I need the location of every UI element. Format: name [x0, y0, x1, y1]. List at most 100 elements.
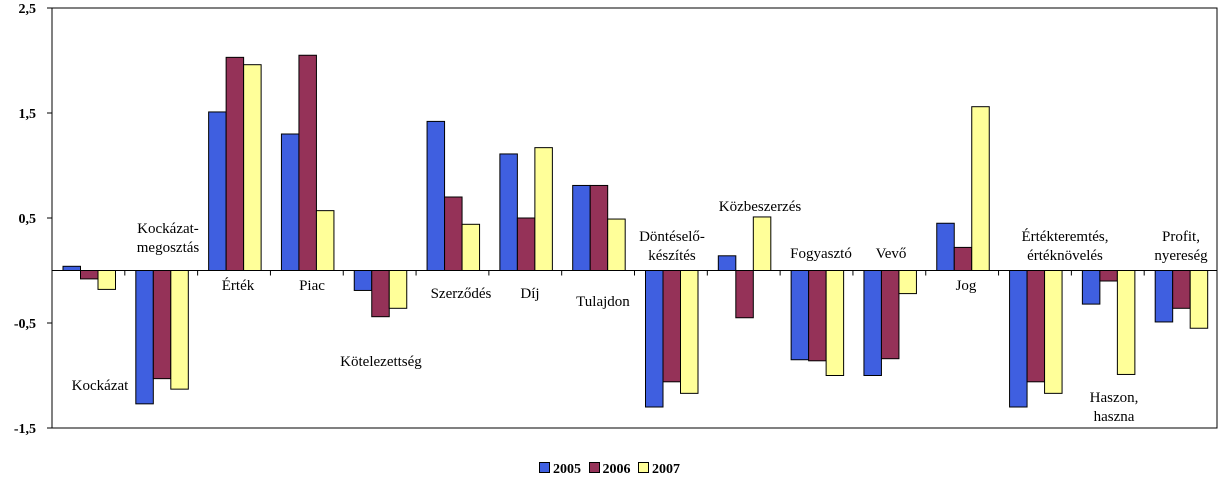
bar-2005: [499, 153, 518, 271]
bar-2006: [152, 270, 172, 380]
category-label: Szerződés: [431, 286, 492, 302]
legend-item-2005: 2005: [539, 462, 581, 478]
legend-item-2007: 2007: [638, 462, 680, 478]
axes: [51, 7, 1218, 429]
category-label-line: készítés: [648, 248, 696, 264]
legend-label-2006: 2006: [602, 462, 631, 477]
bar-2006: [298, 54, 317, 271]
category-label: Vevő: [876, 246, 907, 262]
y-tick-label: -0,5: [14, 317, 36, 332]
category-label: Közbeszerzés: [719, 199, 802, 215]
category-label-line: megosztás: [137, 240, 200, 256]
bar-2005: [572, 184, 591, 271]
bar-2007: [461, 223, 481, 272]
category-label-line: Tulajdon: [576, 294, 630, 310]
category-label: Díj: [520, 286, 539, 302]
bar-2005: [1009, 270, 1028, 408]
category-label: Kockázat: [72, 378, 129, 394]
legend-swatch-2007: [638, 462, 649, 473]
bar-2007: [752, 216, 772, 271]
category-label: Döntéselő-készítés: [639, 229, 705, 264]
y-tick-label: 0,5: [19, 212, 37, 227]
bar-2006: [735, 270, 754, 319]
bar-2005: [936, 222, 955, 271]
category-label-line: Haszon,: [1090, 390, 1139, 406]
bar-2007: [1116, 270, 1136, 375]
bar-2006: [371, 270, 390, 318]
bar-2006: [662, 270, 681, 383]
bar-2006: [953, 246, 973, 271]
bar-2007: [1044, 270, 1063, 394]
category-label-line: nyereség: [1154, 248, 1208, 264]
bar-2005: [863, 270, 882, 376]
category-label: Értékteremtés, értéknövelés: [1021, 228, 1108, 264]
bar-2005: [280, 133, 300, 271]
category-label: Haszon, haszna: [1090, 390, 1139, 425]
bar-2006: [444, 196, 463, 271]
category-label: Kockázat-megosztás: [137, 221, 200, 256]
legend-label-2005: 2005: [553, 462, 581, 477]
bar-2005: [1081, 270, 1101, 305]
category-label-line: Értékteremtés,: [1021, 228, 1108, 245]
bar-2005: [426, 120, 446, 272]
legend-swatch-2005: [539, 462, 550, 473]
legend-item-2006: 2006: [588, 462, 631, 478]
category-label: Érték: [222, 277, 255, 294]
category-label-line: Érték: [222, 277, 255, 294]
bar-2006: [880, 270, 900, 360]
bar-2007: [898, 270, 917, 295]
bar-2007: [825, 270, 845, 376]
bar-2007: [388, 270, 408, 309]
y-tick-label: 1,5: [19, 107, 37, 122]
category-label: Fogyasztó: [790, 246, 852, 262]
bar-2005: [135, 270, 154, 405]
legend: 2005 2006 2007: [0, 462, 1219, 478]
bar-2007: [170, 270, 189, 390]
category-label: Piac: [299, 278, 325, 294]
y-tick-label: -1,5: [14, 422, 36, 437]
bar-2005: [208, 111, 227, 271]
bar-2006: [589, 184, 609, 271]
category-label-line: Szerződés: [431, 286, 492, 302]
category-label: Tulajdon: [576, 294, 630, 310]
bar-2007: [607, 218, 626, 272]
bar-2005: [645, 270, 664, 408]
category-label-line: Jog: [956, 278, 977, 294]
bar-2006: [808, 270, 827, 362]
bar-2006: [1172, 270, 1191, 309]
category-label-line: Díj: [520, 286, 539, 302]
category-label-line: Piac: [299, 278, 325, 294]
legend-swatch-2006: [588, 462, 600, 473]
y-tick-label: 2,5: [19, 2, 37, 17]
bar-2006: [80, 270, 99, 280]
category-label-line: értéknövelés: [1027, 248, 1103, 264]
category-labels: Kockázat Kockázat-megosztás Érték Piac Kötel…: [72, 199, 1208, 425]
bar-2005: [1154, 270, 1174, 323]
category-label-line: Kockázat: [72, 378, 129, 394]
bar-2007: [1189, 270, 1209, 329]
category-label-line: Kötelezettség: [340, 354, 422, 370]
bar-2006: [1026, 270, 1046, 383]
category-label-line: Vevő: [876, 246, 907, 262]
category-label-line: Közbeszerzés: [719, 199, 802, 215]
legend-label-2007: 2007: [652, 462, 680, 477]
plot-frame: [51, 7, 1218, 429]
y-axis-ticks: 2,5 1,5 0,5 -0,5 -1,5: [14, 2, 52, 437]
category-label: Profit, nyereség: [1154, 229, 1208, 264]
bar-2006: [516, 217, 536, 271]
bar-2007: [971, 106, 990, 271]
category-label-line: haszna: [1094, 409, 1135, 425]
bar-2006: [225, 56, 245, 271]
category-label-line: Kockázat-: [137, 221, 199, 237]
bar-2007: [97, 270, 116, 290]
bar-2005: [790, 270, 810, 361]
category-label-line: Döntéselő-: [639, 229, 705, 245]
category-label: Kötelezettség: [340, 354, 422, 370]
bar-2005: [717, 255, 737, 272]
bar-2005: [353, 270, 373, 291]
bar-2007: [243, 64, 262, 271]
category-label-line: Fogyasztó: [790, 246, 852, 262]
bar-2006: [1099, 270, 1118, 282]
bar-2007: [315, 210, 335, 271]
